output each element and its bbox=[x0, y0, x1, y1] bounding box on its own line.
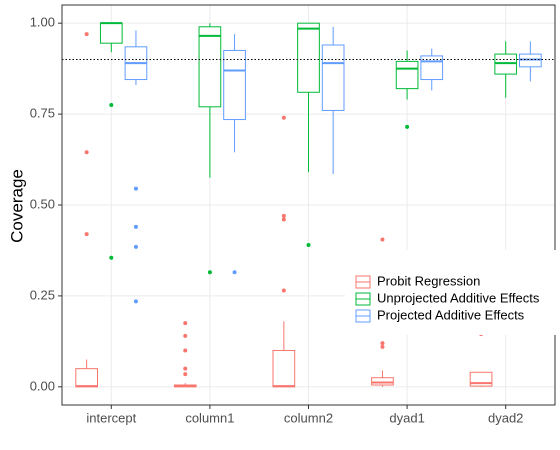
box bbox=[371, 377, 394, 386]
outlier bbox=[183, 366, 188, 371]
outlier bbox=[207, 270, 212, 275]
legend-label: Projected Additive Effects bbox=[377, 307, 525, 322]
box bbox=[99, 22, 123, 44]
y-tick-label: 0.50 bbox=[30, 196, 55, 211]
panel-border bbox=[61, 4, 556, 406]
y-tick-label: 0.75 bbox=[30, 106, 55, 121]
outlier bbox=[183, 333, 188, 338]
x-tick-label: column2 bbox=[284, 410, 333, 425]
outlier bbox=[84, 32, 89, 37]
box bbox=[321, 44, 345, 111]
y-tick-label: 1.00 bbox=[30, 15, 55, 30]
outlier bbox=[133, 186, 138, 191]
box bbox=[395, 60, 419, 90]
outlier bbox=[281, 115, 286, 120]
box bbox=[272, 349, 296, 388]
outlier bbox=[133, 299, 138, 304]
outlier bbox=[84, 150, 89, 155]
outlier bbox=[183, 372, 188, 377]
outlier bbox=[109, 255, 114, 260]
outlier bbox=[405, 124, 410, 129]
x-tick-label: column1 bbox=[185, 410, 234, 425]
outlier bbox=[109, 103, 114, 107]
legend-label: Unprojected Additive Effects bbox=[377, 290, 540, 305]
x-tick-label: dyad1 bbox=[389, 410, 424, 425]
box bbox=[75, 368, 98, 388]
y-tick-label: 0.00 bbox=[30, 378, 55, 393]
outlier bbox=[380, 237, 385, 242]
outlier bbox=[306, 243, 311, 247]
outlier bbox=[380, 341, 385, 346]
y-axis-label: Coverage bbox=[7, 169, 26, 243]
outlier bbox=[84, 232, 89, 237]
outlier bbox=[380, 344, 385, 349]
outlier bbox=[281, 213, 286, 218]
outlier bbox=[281, 288, 286, 293]
legend-label: Probit Regression bbox=[377, 273, 480, 288]
legend-background bbox=[345, 250, 560, 335]
x-tick-label: intercept bbox=[86, 410, 136, 425]
x-tick-label: dyad2 bbox=[488, 410, 523, 425]
outlier bbox=[133, 244, 138, 249]
outlier bbox=[232, 270, 237, 275]
outlier bbox=[281, 217, 286, 222]
outlier bbox=[133, 224, 138, 229]
outlier bbox=[183, 348, 188, 353]
y-tick-label: 0.25 bbox=[30, 287, 55, 302]
outlier bbox=[183, 321, 188, 326]
box bbox=[198, 26, 222, 108]
box bbox=[420, 55, 444, 81]
box bbox=[223, 49, 246, 121]
box bbox=[297, 22, 320, 93]
